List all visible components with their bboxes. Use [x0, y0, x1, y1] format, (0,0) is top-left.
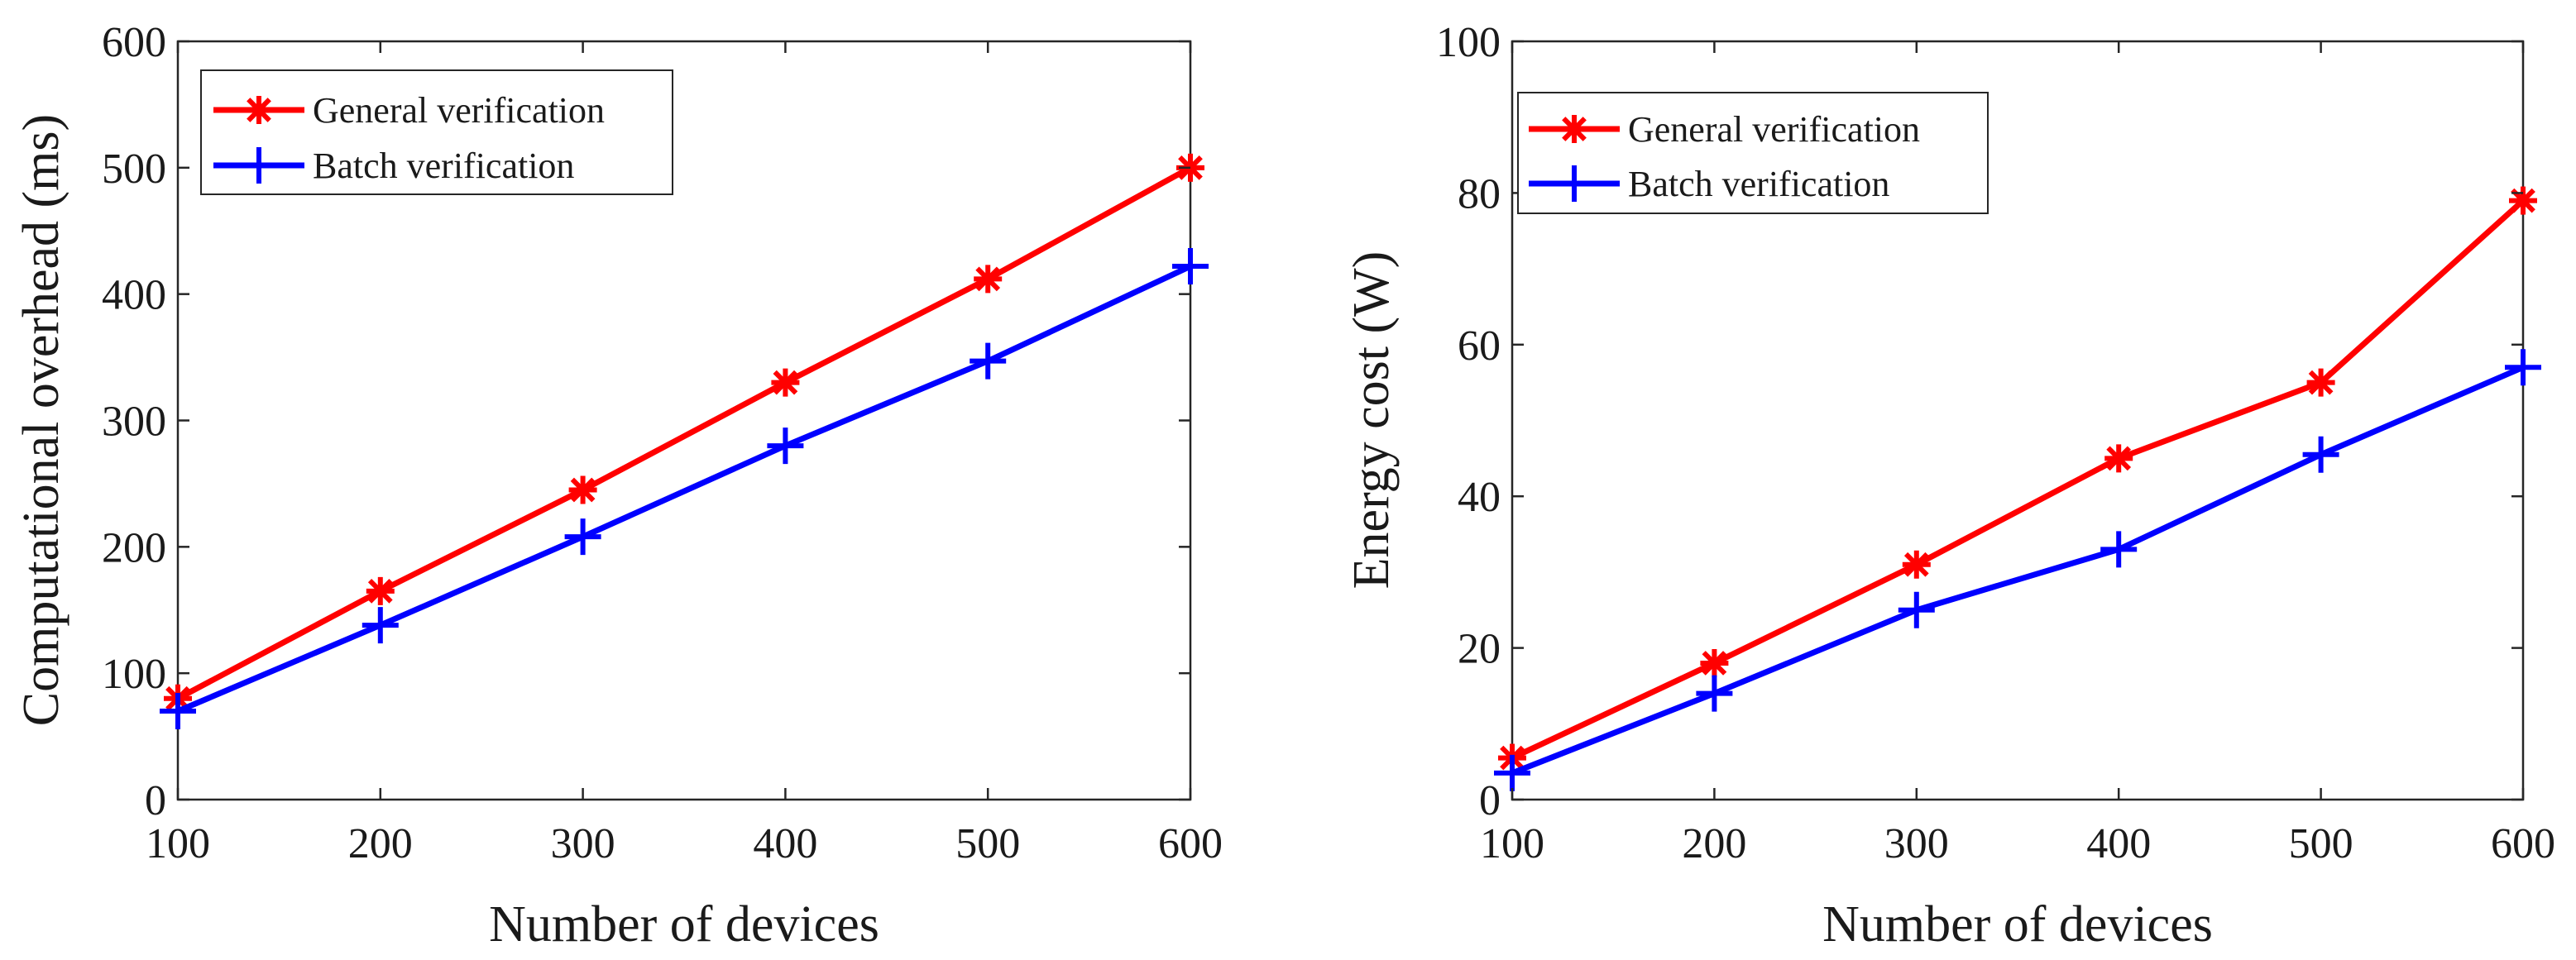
legend-marker-batch: [1556, 165, 1592, 202]
data-point-batch: [767, 427, 804, 465]
data-point-batch: [1172, 248, 1209, 285]
y-tick-label: 40: [1458, 474, 1501, 521]
data-point-batch: [2100, 531, 2138, 568]
legend-marker-general: [1560, 115, 1588, 143]
data-point-general: [568, 475, 597, 504]
x-tick-label: 100: [146, 820, 210, 867]
y-tick-label: 60: [1458, 322, 1501, 370]
ticks-layer: 100 200 300 400 500 600 0 20 40 60 80 100: [1436, 19, 2555, 867]
x-tick-label: 400: [2086, 820, 2151, 867]
legend: General verification Batch verification: [200, 69, 673, 195]
data-point-general: [1902, 550, 1931, 579]
legend-label-batch: Batch verification: [1628, 164, 1889, 204]
y-tick-label: 20: [1458, 626, 1501, 673]
x-tick-label: 200: [348, 820, 413, 867]
data-point-batch: [1898, 591, 1935, 628]
y-tick-label: 300: [102, 399, 166, 446]
x-tick-label: 500: [2289, 820, 2353, 867]
series-line-batch: [176, 263, 1192, 714]
data-point-general: [366, 576, 395, 605]
legend: General verification Batch verification: [1517, 92, 1989, 214]
y-tick-label: 200: [102, 524, 166, 571]
y-tick-label: 100: [1436, 19, 1501, 66]
data-point-general: [771, 368, 800, 397]
legend-marker-general: [245, 96, 273, 124]
data-point-batch: [564, 518, 601, 556]
data-point-batch: [2505, 349, 2541, 386]
series-line-batch: [1511, 365, 2525, 776]
y-tick-label: 500: [102, 146, 166, 193]
data-point-batch: [1494, 754, 1530, 791]
y-tick-label: 100: [102, 651, 166, 698]
y-tick-label: 80: [1458, 170, 1501, 217]
x-tick-label: 500: [955, 820, 1020, 867]
data-point-general: [2306, 368, 2335, 397]
data-point-batch: [2302, 436, 2339, 473]
y-axis-title: Computational overhead (ms): [13, 114, 69, 726]
x-tick-label: 200: [1682, 820, 1746, 867]
data-point-general: [2509, 186, 2537, 215]
x-tick-label: 600: [1158, 820, 1223, 867]
series-layer: [160, 153, 1209, 730]
legend-box: [1517, 92, 1989, 214]
legend-box: [200, 69, 673, 195]
x-tick-label: 300: [551, 820, 615, 867]
data-point-general: [2104, 444, 2133, 473]
y-tick-label: 600: [102, 19, 166, 66]
data-point-batch: [362, 607, 399, 644]
legend-label-batch: Batch verification: [313, 146, 574, 186]
legend-label-general: General verification: [313, 90, 605, 131]
series-line-general: [1511, 198, 2526, 761]
data-point-batch: [160, 693, 196, 730]
data-point-batch: [1696, 675, 1733, 712]
legend-label-general: General verification: [1628, 109, 1920, 150]
data-point-general: [974, 265, 1003, 294]
y-tick-label: 0: [145, 777, 166, 824]
y-axis-title: Energy cost (W): [1343, 251, 1400, 590]
x-tick-label: 600: [2491, 820, 2555, 867]
data-point-batch: [970, 342, 1007, 380]
data-point-general: [1700, 648, 1729, 677]
x-tick-label: 100: [1480, 820, 1544, 867]
x-tick-label: 300: [1884, 820, 1949, 867]
x-axis-title: Number of devices: [489, 896, 879, 953]
x-tick-label: 400: [753, 820, 817, 867]
series-layer: [1494, 186, 2541, 791]
y-tick-label: 0: [1479, 777, 1501, 824]
x-axis-title: Number of devices: [1822, 896, 2213, 953]
legend-marker-batch: [241, 147, 277, 184]
chart-energy-cost: 100 200 300 400 500 600 0 20 40 60 80 100 Number of…: [1343, 19, 2555, 953]
y-tick-label: 400: [102, 272, 166, 319]
series-line-general: [176, 165, 1192, 701]
